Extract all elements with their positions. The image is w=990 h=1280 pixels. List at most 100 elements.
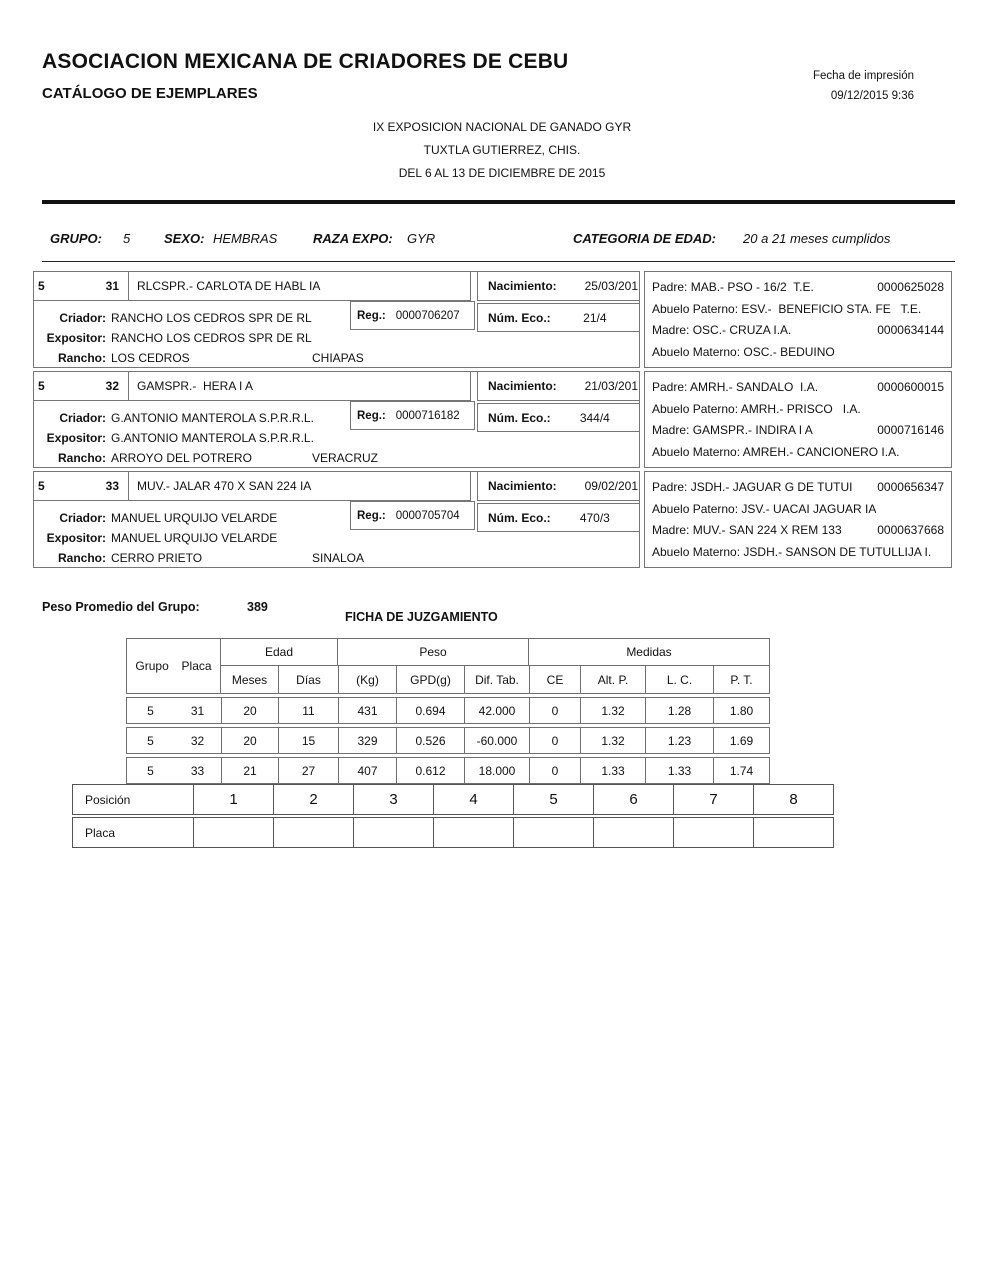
rancho-label: Rancho:	[58, 551, 106, 565]
num-eco-box: Núm. Eco.: 21/4	[477, 303, 640, 332]
nacimiento-value: 25/03/201	[584, 279, 638, 293]
posicion-number-cell: 4	[433, 785, 513, 814]
cell-kg: 407	[338, 758, 396, 783]
num-eco-box: Núm. Eco.: 344/4	[477, 403, 640, 432]
nacimiento-label: Nacimiento:	[488, 479, 557, 493]
estado-value: VERACRUZ	[312, 451, 379, 465]
placa-empty-cell	[273, 818, 353, 847]
estado-value: CHIAPAS	[312, 351, 364, 365]
record-info-rows: Criador: MANUEL URQUIJO VELARDE Exposito…	[34, 508, 639, 568]
judging-table-row: 5 33 21 27 407 0.612 18.000 0 1.33 1.33 …	[126, 757, 770, 784]
cell-kg: 329	[338, 728, 396, 753]
cell-gpd: 0.612	[396, 758, 464, 783]
plate-cell: 5 33	[34, 472, 129, 501]
cell-p-t: 1.74	[713, 758, 769, 783]
alt-p-column-header: Alt. P.	[580, 666, 645, 693]
madre-line: Madre: MUV.- SAN 224 X REM 133 000063766…	[652, 520, 944, 542]
record-group-number: 5	[38, 279, 45, 293]
kg-column-header: (Kg)	[338, 666, 396, 693]
expositor-row: Expositor: MANUEL URQUIJO VELARDE	[34, 528, 639, 548]
dias-column-header: Días	[278, 666, 338, 693]
reg-value: 0000716182	[395, 409, 460, 422]
expositor-label: Expositor:	[46, 331, 106, 345]
posicion-number-cell: 5	[513, 785, 593, 814]
reg-box: Reg.: 0000706207	[350, 301, 475, 330]
print-date-value: 09/12/2015 9:36	[830, 90, 914, 102]
org-title: ASOCIACION MEXICANA DE CRIADORES DE CEBU	[42, 50, 569, 73]
categoria-edad-label: CATEGORIA DE EDAD:	[573, 231, 716, 246]
nacimiento-box: Nacimiento: 09/02/201	[477, 471, 640, 501]
posicion-row: Posición 1 2 3 4 5 6 7 8	[72, 784, 834, 815]
raza-expo-label: RAZA EXPO:	[313, 231, 393, 246]
padre-value: AMRH.- SANDALO I.A.	[690, 379, 819, 394]
madre-line: Madre: GAMSPR.- INDIRA I A 0000716146	[652, 420, 944, 442]
nacimiento-label: Nacimiento:	[488, 379, 557, 393]
event-dates-line: DEL 6 AL 13 DE DICIEMBRE DE 2015	[398, 166, 606, 180]
animal-name: GAMSPR.- HERA I A	[129, 372, 471, 401]
nacimiento-box: Nacimiento: 25/03/201	[477, 271, 640, 301]
record-main-box: 5 32 GAMSPR.- HERA I A Criador: G.ANTONI…	[33, 371, 640, 468]
abuelo-paterno-label: Abuelo Paterno:	[652, 401, 739, 416]
cell-grupo: 5	[147, 763, 154, 778]
nacimiento-box: Nacimiento: 21/03/201	[477, 371, 640, 401]
peso-group-header: Peso	[338, 639, 529, 665]
record-block: 5 32 GAMSPR.- HERA I A Criador: G.ANTONI…	[0, 371, 990, 468]
cell-dif-tab: 42.000	[464, 698, 529, 723]
cell-ce: 0	[529, 698, 580, 723]
placa-row-label: Placa	[85, 825, 116, 840]
medidas-group-header: Medidas	[626, 645, 672, 659]
posicion-number-cell: 2	[273, 785, 353, 814]
double-horizontal-rule	[42, 200, 955, 204]
doc-subtitle: CATÁLOGO DE EJEMPLARES	[42, 85, 258, 102]
raza-expo-value: GYR	[407, 231, 436, 246]
event-title-line: IX EXPOSICION NACIONAL DE GANADO GYR	[372, 120, 632, 134]
placa-empty-cell	[353, 818, 433, 847]
expositor-label: Expositor:	[46, 431, 106, 445]
padre-reg-number: 0000625028	[877, 279, 944, 294]
madre-label: Madre:	[652, 323, 690, 338]
sexo-value: HEMBRAS	[213, 231, 278, 246]
placa-empty-cell	[593, 818, 673, 847]
grupo-label: GRUPO:	[50, 231, 102, 246]
cell-ce: 0	[529, 728, 580, 753]
rancho-value: CERRO PRIETO	[111, 551, 203, 565]
plate-cell: 5 31	[34, 272, 129, 301]
abuelo-materno-label: Abuelo Materno:	[652, 445, 741, 460]
judging-table-header: Grupo Placa Edad Peso Medidas Meses Días…	[126, 638, 770, 694]
cell-gpd: 0.526	[396, 728, 464, 753]
expositor-label: Expositor:	[46, 531, 106, 545]
record-block: 5 31 RLCSPR.- CARLOTA DE HABL IA Criador…	[0, 271, 990, 368]
cell-grupo: 5	[147, 703, 154, 718]
cell-meses: 21	[221, 758, 278, 783]
padre-reg-number: 0000656347	[877, 479, 944, 494]
rancho-row: Rancho: LOS CEDROS CHIAPAS	[34, 348, 639, 368]
reg-label: Reg.:	[357, 409, 386, 422]
madre-reg-number: 0000716146	[877, 423, 944, 438]
num-eco-value: 21/4	[583, 310, 607, 325]
placa-column-header: Placa	[181, 659, 212, 673]
num-eco-label: Núm. Eco.:	[488, 510, 551, 525]
gpd-column-header: GPD(g)	[396, 666, 464, 693]
record-group-number: 5	[38, 379, 45, 393]
pedigree-box: Padre: AMRH.- SANDALO I.A. 0000600015 Ab…	[644, 371, 952, 468]
num-eco-box: Núm. Eco.: 470/3	[477, 503, 640, 532]
num-eco-label: Núm. Eco.:	[488, 410, 551, 425]
abuelo-materno-line: Abuelo Materno: OSC.- BEDUINO	[652, 341, 944, 363]
record-info-rows: Criador: G.ANTONIO MANTEROLA S.P.R.R.L. …	[34, 408, 639, 468]
rancho-row: Rancho: ARROYO DEL POTRERO VERACRUZ	[34, 448, 639, 468]
grupo-placa-header-cell: Grupo Placa	[127, 639, 221, 693]
posicion-number-cell: 7	[673, 785, 753, 814]
record-info-rows: Criador: RANCHO LOS CEDROS SPR DE RL Exp…	[34, 308, 639, 368]
abuelo-paterno-value: JSV.- UACAI JAGUAR IA	[741, 501, 877, 516]
cell-alt-p: 1.32	[580, 728, 645, 753]
cell-placa: 31	[190, 703, 205, 718]
record-top-row: 5 31 RLCSPR.- CARLOTA DE HABL IA	[34, 272, 639, 301]
judging-table: Grupo Placa Edad Peso Medidas Meses Días…	[126, 638, 770, 784]
record-plate-number: 32	[105, 379, 119, 393]
group-header-bar: GRUPO: 5 SEXO: HEMBRAS RAZA EXPO: GYR CA…	[0, 231, 990, 251]
padre-line: Padre: AMRH.- SANDALO I.A. 0000600015	[652, 376, 944, 398]
cell-placa: 33	[190, 763, 205, 778]
thin-horizontal-rule	[42, 261, 955, 262]
record-top-row: 5 32 GAMSPR.- HERA I A	[34, 372, 639, 401]
